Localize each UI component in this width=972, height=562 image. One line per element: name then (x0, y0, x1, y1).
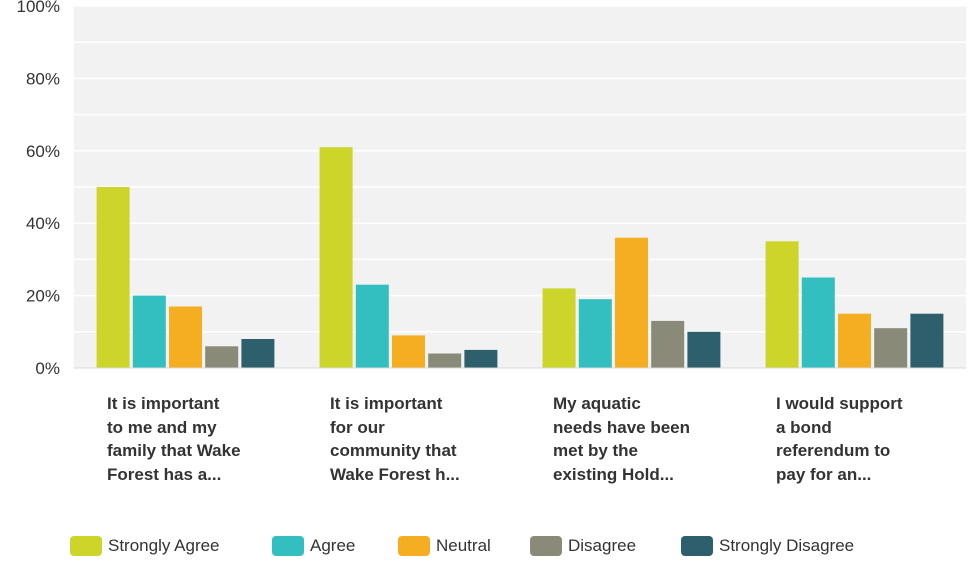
legend-swatch (272, 536, 304, 556)
legend-label: Neutral (436, 536, 491, 555)
y-tick-label: 100% (17, 0, 60, 16)
bar-strongly-disagree (464, 349, 498, 368)
legend-item-strongly-disagree: Strongly Disagree (681, 536, 854, 556)
legend-swatch (70, 536, 102, 556)
legend-label: Agree (310, 536, 356, 555)
bar-agree (355, 284, 389, 368)
x-category-label-line: community that (330, 441, 457, 460)
x-category-label-line: existing Hold... (553, 464, 674, 484)
legend-label: Strongly Disagree (719, 536, 855, 555)
legend-swatch (681, 536, 713, 556)
bar-strongly-agree (765, 241, 799, 368)
y-tick-label: 40% (26, 214, 60, 233)
bar-neutral (392, 335, 425, 368)
bar-strongly-disagree (687, 331, 721, 368)
bar-disagree (428, 353, 462, 368)
y-tick-label: 20% (26, 287, 60, 306)
y-axis: 0% 20% 40% 60% 80% 100% (17, 0, 60, 378)
x-category-label-line: Forest has a... (107, 464, 222, 484)
bar-strongly-disagree (241, 339, 275, 368)
x-category-label-line: to me and my (107, 417, 217, 437)
x-category-label-line: referendum to (776, 441, 891, 460)
x-category-label-line: a bond (776, 417, 832, 437)
bar-neutral (615, 237, 648, 368)
bar-neutral (838, 313, 871, 368)
bar-strongly-agree (319, 147, 353, 368)
y-tick-label: 80% (26, 69, 60, 88)
legend-item-strongly-agree: Strongly Agree (70, 536, 220, 556)
legend-swatch (398, 536, 430, 556)
x-category-label-line: pay for an... (776, 464, 872, 484)
x-category-label-line: Wake Forest h... (330, 464, 460, 484)
x-category-label-line: needs have been (553, 417, 691, 437)
bar-disagree (205, 346, 239, 368)
legend-item-neutral: Neutral (398, 536, 491, 556)
bar-neutral (169, 306, 202, 368)
legend-item-agree: Agree (272, 536, 355, 556)
bar-agree (578, 299, 612, 368)
x-category-label-line: I would support (776, 394, 903, 413)
x-category-label-line: for our (330, 417, 385, 437)
x-category-label-line: My aquatic (553, 394, 641, 413)
x-category-label-line: family that Wake (107, 441, 241, 460)
grid (74, 5, 966, 368)
chart: 0% 20% 40% 60% 80% 100% (17, 0, 966, 378)
x-category-label-line: It is important (107, 394, 220, 413)
bar-disagree (651, 320, 685, 368)
bar-disagree (874, 328, 908, 368)
bar-strongly-disagree (910, 313, 944, 368)
x-category-label-line: met by the (553, 441, 639, 460)
x-category-label: My aquatic needs have been met by the exist… (553, 392, 723, 486)
legend-label: Disagree (568, 536, 637, 555)
x-category-label: I would support a bond referendum to pay fo… (776, 392, 946, 486)
x-category-label-line: It is important (330, 394, 443, 413)
legend: Strongly Agree Agree Neutral Disagree Strong… (0, 534, 972, 560)
legend-swatch (530, 536, 562, 556)
legend-item-disagree: Disagree (530, 536, 636, 556)
bar-strongly-agree (96, 187, 130, 368)
legend-label: Strongly Agree (108, 536, 220, 555)
x-category-label: It is important to me and my family that W… (107, 392, 277, 486)
y-tick-label: 0% (35, 359, 60, 378)
y-tick-label: 60% (26, 142, 60, 161)
bar-agree (801, 277, 835, 368)
bar-strongly-agree (542, 288, 576, 368)
bars (74, 147, 966, 369)
bar-agree (132, 295, 166, 368)
x-category-label: It is important for our community that Wake… (330, 392, 500, 486)
